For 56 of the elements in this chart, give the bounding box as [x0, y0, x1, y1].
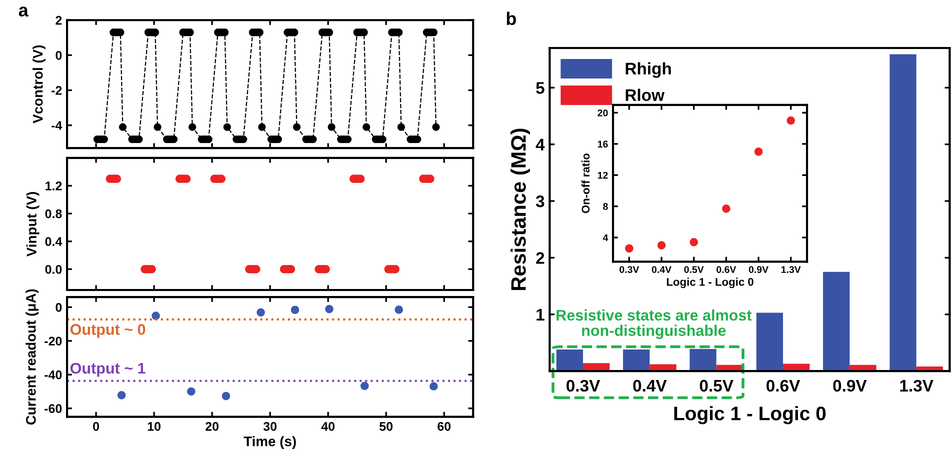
x-tick-label: 0.6V: [766, 380, 800, 392]
x-tick-label: 0.5V: [700, 380, 734, 392]
ref-line-label: Output ~ 0: [70, 324, 146, 338]
y-tick-label: 2: [56, 16, 62, 25]
y-tick-label: 8: [603, 203, 608, 210]
chart-title: b: [506, 12, 516, 26]
x-axis-title: Time (s): [244, 436, 296, 450]
y-axis-title: Current readout (μA): [26, 289, 39, 425]
y-tick-label: -4: [52, 121, 62, 130]
x-tick-label: 0: [93, 422, 100, 431]
y-tick-label: 4: [536, 138, 545, 150]
y-tick-label: 0.8: [45, 209, 62, 218]
y-tick-label: 12: [598, 172, 608, 179]
legend-label: Rlow: [626, 88, 665, 102]
x-tick-label: 0.5V: [684, 266, 704, 273]
x-tick-label: 0.9V: [833, 380, 867, 392]
x-tick-label: 0.4V: [652, 266, 672, 273]
x-tick-label: 0.6V: [716, 266, 736, 273]
y-tick-label: -2: [52, 86, 62, 95]
ref-line-label: Output ~ 1: [70, 362, 146, 377]
x-axis-title: Logic 1 - Logic 0: [674, 406, 826, 424]
x-tick-label: 0.9V: [748, 266, 768, 273]
chart-title: a: [18, 6, 28, 17]
y-axis-title: On-off ratio: [581, 153, 590, 214]
x-tick-label: 10: [148, 422, 160, 431]
y-tick-label: -60: [44, 404, 62, 414]
annotation: Resistive states are almost non-distinguishable: [556, 309, 752, 340]
x-tick-label: 0.3V: [566, 380, 600, 392]
y-axis-title: Vcontrol (V): [32, 45, 46, 124]
legend-label: Rhigh: [626, 62, 671, 78]
y-tick-label: 16: [598, 140, 608, 148]
y-tick-label: -20: [44, 336, 62, 346]
y-tick-label: -40: [44, 370, 62, 380]
y-tick-label: 1: [536, 308, 544, 320]
y-tick-label: 0: [56, 50, 62, 60]
y-tick-label: 0.4: [45, 237, 62, 246]
y-tick-label: 4: [602, 234, 608, 242]
y-tick-label: 1.2: [46, 182, 62, 190]
x-axis-title: Logic 1 - Logic 0: [666, 278, 754, 288]
x-tick-label: 40: [321, 422, 335, 431]
x-tick-label: 1.3V: [781, 266, 801, 273]
y-tick-label: 2: [536, 252, 544, 264]
y-tick-label: 0.0: [45, 264, 62, 274]
x-tick-label: 50: [380, 422, 393, 431]
x-tick-label: 20: [206, 422, 219, 431]
x-tick-label: 60: [438, 422, 451, 431]
y-axis-title: Resistance (MΩ): [510, 128, 530, 290]
y-tick-label: 20: [598, 109, 608, 116]
y-tick-label: 0: [56, 302, 62, 312]
x-tick-label: 30: [263, 422, 277, 431]
y-axis-title: Vinput (V): [26, 192, 40, 257]
y-tick-label: 5: [536, 82, 544, 94]
y-tick-label: 3: [536, 195, 544, 208]
x-tick-label: 0.3V: [620, 266, 640, 273]
x-tick-label: 0.4V: [633, 380, 667, 392]
x-tick-label: 1.3V: [900, 380, 934, 392]
